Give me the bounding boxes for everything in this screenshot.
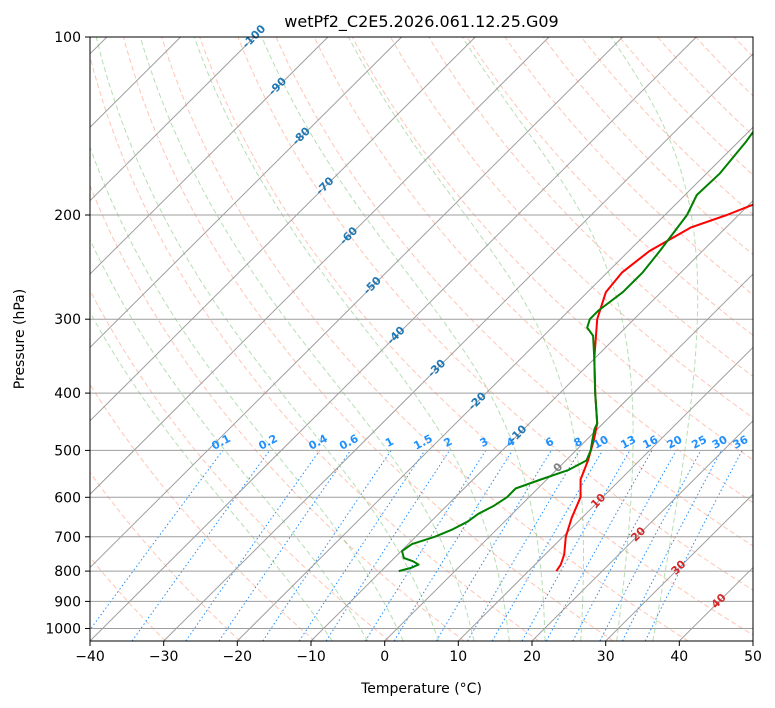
isotherm-line <box>90 37 329 275</box>
mixing-ratio-label: 10 <box>591 433 611 452</box>
moist-adiabat-line <box>193 37 510 641</box>
dry-adiabat-line <box>90 383 316 641</box>
mixing-ratio-label: 13 <box>618 433 638 452</box>
moist-adiabat-line <box>610 37 699 641</box>
mixing-ratio-line <box>90 450 224 631</box>
moist-adiabat-line <box>347 37 584 641</box>
isotherm-line <box>90 37 697 641</box>
moist-adiabat-line <box>90 311 333 641</box>
x-tick-label: 50 <box>744 649 762 665</box>
dry-adiabat-line <box>313 37 753 504</box>
temperature-line <box>555 203 753 572</box>
dry-adiabat-line <box>122 37 614 641</box>
y-tick-label: 400 <box>54 386 81 402</box>
isotherm-line <box>752 640 753 641</box>
mixing-ratio-label: 30 <box>710 433 730 452</box>
dry-adiabat-line <box>275 37 753 547</box>
mixing-ratio-line <box>393 450 513 641</box>
mixing-ratio-label: 25 <box>689 433 709 452</box>
y-tick-label: 800 <box>54 564 81 580</box>
dewpoint-line <box>398 130 753 573</box>
x-tick-label: 40 <box>670 649 688 665</box>
x-tick-label: −10 <box>296 649 326 665</box>
moist-adiabat-line <box>95 37 440 641</box>
x-tick-label: −40 <box>75 649 105 665</box>
moist-adiabat-line <box>90 238 369 641</box>
axes: −40 −30 −20 −10 0 10 20 30 40 50 100 200 300 400 500 60… <box>45 30 762 665</box>
isotherm-line <box>236 126 753 641</box>
y-tick-label: 600 <box>54 490 81 506</box>
y-axis-label: Pressure (hPa) <box>12 289 28 389</box>
isotherm-line <box>457 346 753 641</box>
isotherm-line <box>384 273 753 641</box>
isotherm-line <box>90 37 255 202</box>
mixing-ratio-line <box>131 450 271 641</box>
mixing-ratio-line <box>572 450 677 641</box>
mixing-ratio-line <box>364 450 487 641</box>
y-tick-label: 200 <box>54 208 81 224</box>
dry-adiabat-line <box>466 37 753 336</box>
isotherm-line <box>163 53 753 641</box>
dry-adiabat-line <box>237 37 753 591</box>
y-tick-label: 700 <box>54 530 81 546</box>
x-tick-label: −30 <box>149 649 179 665</box>
mixing-ratio-line <box>325 450 451 641</box>
chart-title: wetPf2_C2E5.2026.061.12.25.G09 <box>284 12 558 32</box>
moist-adiabat-line <box>139 37 475 641</box>
dry-adiabat-line <box>619 37 753 176</box>
moist-adiabat-line <box>90 145 404 641</box>
mixing-ratio-label: 36 <box>731 433 751 452</box>
moist-adiabat-line <box>261 37 546 641</box>
isotherm-line <box>90 37 550 495</box>
dry-adiabat-line <box>199 37 753 636</box>
isotherm-line <box>310 199 753 641</box>
dry-adiabat-line <box>90 471 241 641</box>
isotherm-line <box>605 493 753 641</box>
mixing-ratio-line <box>218 450 351 641</box>
mixing-ratio-label: 20 <box>665 433 685 452</box>
x-tick-label: 20 <box>523 649 541 665</box>
x-tick-label: 0 <box>380 649 389 665</box>
data-series <box>398 130 753 573</box>
y-tick-label: 300 <box>54 312 81 328</box>
plot-frame <box>89 36 754 642</box>
x-tick-label: −20 <box>223 649 253 665</box>
y-tick-label: 500 <box>54 443 81 459</box>
y-tick-label: 100 <box>54 30 81 46</box>
mixing-ratio-line <box>521 450 631 641</box>
x-tick-label: 30 <box>597 649 615 665</box>
dry-adiabat-line <box>90 289 390 641</box>
y-tick-label: 1000 <box>45 622 81 638</box>
dry-adiabat-line <box>504 37 753 296</box>
background-lines <box>90 37 753 641</box>
dry-adiabat-line <box>90 54 540 641</box>
mixing-ratio-line <box>491 450 603 641</box>
y-tick-label: 900 <box>54 594 81 610</box>
isotherm-line <box>90 37 623 569</box>
x-axis-label: Temperature (°C) <box>360 681 482 697</box>
isotherm-line <box>531 420 753 641</box>
moist-adiabat-line <box>461 37 634 641</box>
mixing-ratio-line <box>467 450 581 641</box>
isotherm-line <box>90 37 402 349</box>
mixing-ratio-line <box>185 450 321 641</box>
dry-adiabat-line <box>351 37 753 461</box>
isotherm-line <box>90 37 476 422</box>
x-tick-label: 10 <box>449 649 467 665</box>
dry-adiabat-line <box>580 37 753 216</box>
mixing-ratio-label: 16 <box>641 433 661 452</box>
